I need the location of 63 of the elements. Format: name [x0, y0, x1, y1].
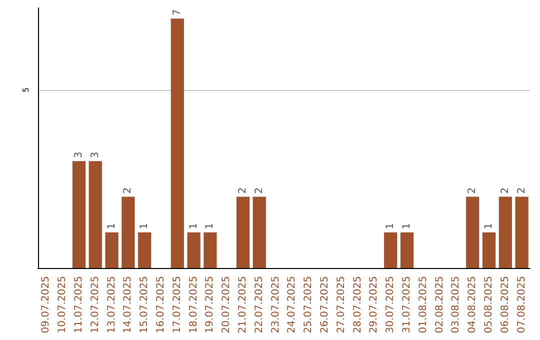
x-tick-label: 23.07.2025 — [270, 276, 282, 334]
data-label: 1 — [385, 223, 396, 230]
x-tick-label: 01.08.2025 — [418, 276, 429, 334]
bar — [204, 232, 217, 268]
bar — [72, 161, 86, 268]
bar — [170, 18, 184, 268]
bar — [187, 232, 200, 268]
bar — [252, 196, 266, 268]
bar — [138, 232, 152, 268]
x-tick-label: 03.08.2025 — [450, 276, 462, 334]
x-tick-label: 29.07.2025 — [368, 276, 380, 334]
data-label: 1 — [188, 223, 200, 230]
x-tick-label: 09.07.2025 — [40, 276, 52, 334]
x-tick-label: 22.07.2025 — [254, 276, 265, 334]
bar — [400, 232, 414, 268]
bar — [482, 232, 496, 268]
bar — [466, 196, 480, 268]
data-label: 3 — [90, 152, 101, 158]
x-tick-label: 07.08.2025 — [516, 276, 528, 334]
x-tick-label: 04.08.2025 — [467, 276, 478, 334]
bar — [498, 196, 512, 268]
x-tick-label: 25.07.2025 — [303, 276, 314, 334]
x-tick-label: 12.07.2025 — [90, 276, 101, 334]
data-label: 7 — [172, 9, 183, 16]
x-tick-label: 05.08.2025 — [484, 276, 494, 334]
data-label: 2 — [122, 187, 134, 194]
data-label: 3 — [74, 152, 84, 158]
x-tick-label: 17.07.2025 — [172, 276, 183, 334]
x-tick-label: 21.07.2025 — [238, 276, 248, 334]
data-label: 2 — [238, 187, 248, 194]
data-label: 1 — [402, 223, 412, 230]
bar — [515, 196, 528, 268]
x-tick-label: 15.07.2025 — [139, 276, 150, 334]
x-tick-label: 10.07.2025 — [57, 276, 68, 334]
x-tick-label: 20.07.2025 — [221, 276, 232, 334]
bar — [384, 232, 398, 268]
data-label: 1 — [484, 223, 494, 230]
data-label: 1 — [204, 223, 216, 230]
x-tick-label: 13.07.2025 — [106, 276, 118, 334]
x-tick-label: 18.07.2025 — [188, 276, 200, 334]
data-label: 2 — [254, 187, 265, 194]
data-label: 1 — [139, 223, 150, 230]
data-label: 2 — [500, 187, 511, 194]
y-tick-label: 5 — [22, 87, 30, 92]
x-tick-label: 28.07.2025 — [352, 276, 364, 334]
x-tick-label: 02.08.2025 — [434, 276, 446, 334]
x-tick-label: 31.07.2025 — [402, 276, 412, 334]
x-tick-label: 24.07.2025 — [286, 276, 298, 334]
x-tick-label: 16.07.2025 — [156, 276, 166, 334]
data-label: 2 — [467, 187, 478, 194]
data-label: 1 — [106, 223, 118, 230]
x-tick-label: 06.08.2025 — [500, 276, 511, 334]
x-tick-label: 26.07.2025 — [320, 276, 330, 334]
bar — [105, 232, 118, 268]
x-tick-label: 30.07.2025 — [385, 276, 396, 334]
bar — [236, 196, 250, 268]
x-tick-label: 14.07.2025 — [122, 276, 134, 334]
x-tick-label: 27.07.2025 — [336, 276, 347, 334]
x-tick-label: 19.07.2025 — [204, 276, 216, 334]
x-tick-label: 11.07.2025 — [74, 276, 84, 334]
bar — [88, 161, 102, 268]
bar — [122, 196, 135, 268]
data-label: 2 — [516, 187, 528, 194]
